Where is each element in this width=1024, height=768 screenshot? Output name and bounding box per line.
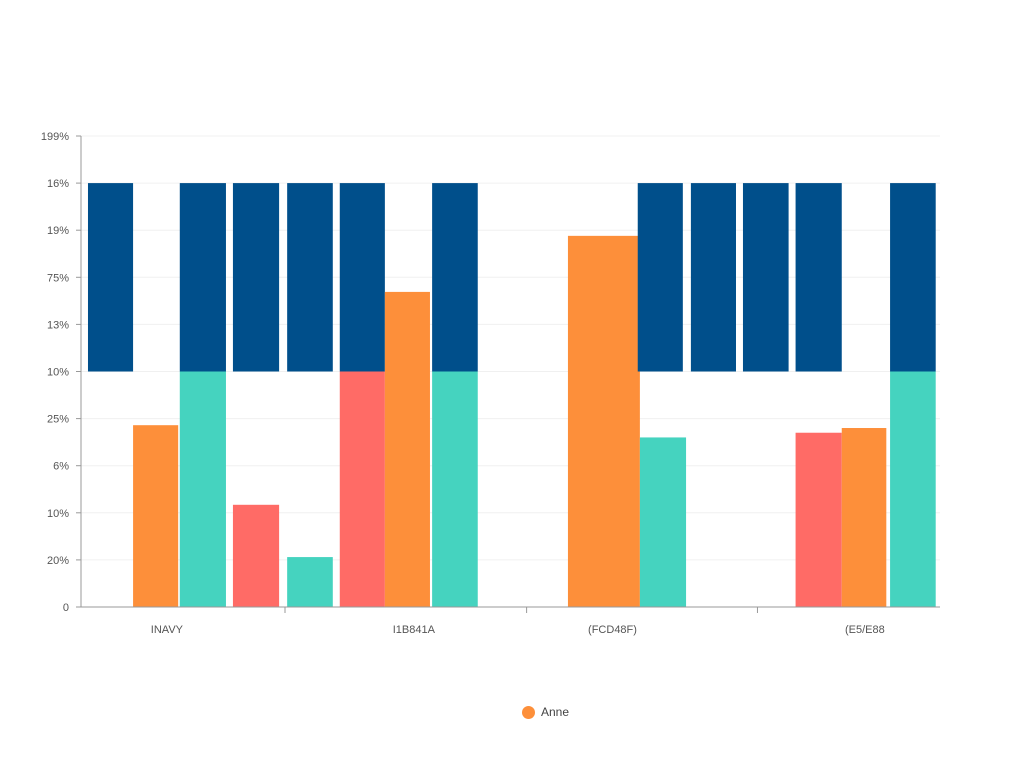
y-tick-label: 19%	[47, 225, 69, 237]
bar-navy	[690, 183, 736, 372]
bar-navy	[87, 183, 134, 372]
x-category-label: (FCD48F)	[588, 624, 637, 636]
bar-navy	[637, 183, 683, 372]
bar-teal	[890, 371, 936, 607]
y-tick-label: 6%	[53, 461, 69, 473]
legend-swatch-icon	[522, 705, 535, 719]
legend-label: Anne	[541, 705, 570, 719]
y-tick-label: 16%	[47, 178, 69, 190]
bar-orange	[384, 291, 430, 607]
y-tick-label: 75%	[47, 272, 69, 284]
y-tick-label: 10%	[47, 367, 69, 379]
bar-navy	[287, 183, 333, 372]
x-category-label: (E5/E88	[845, 624, 885, 636]
bar-navy	[795, 183, 842, 372]
bar-orange	[133, 425, 179, 607]
legend: Anne	[522, 705, 569, 719]
bar-teal	[432, 371, 478, 607]
x-category-label: I1B841A	[393, 624, 436, 636]
bar-red	[232, 504, 280, 607]
bar-orange	[841, 428, 887, 607]
bar-navy	[339, 183, 385, 372]
y-tick-label: 20%	[47, 555, 69, 567]
bar-teal	[287, 557, 333, 607]
y-tick-label: 25%	[47, 414, 69, 426]
bar-teal	[179, 371, 226, 607]
bar-navy	[179, 183, 226, 372]
bar-navy	[742, 183, 789, 372]
bar-orange	[567, 235, 640, 608]
y-tick-label: 13%	[47, 319, 69, 331]
bar-navy	[890, 183, 936, 372]
bar-red	[339, 371, 385, 607]
y-tick-label: 0	[63, 602, 69, 614]
y-tick-label: 10%	[47, 508, 69, 520]
bar-teal	[639, 437, 687, 607]
x-category-label: INAVY	[151, 624, 184, 636]
bar-navy	[432, 183, 478, 372]
bar-red	[795, 432, 842, 607]
bar-navy	[232, 183, 280, 372]
y-tick-label: 199%	[41, 131, 69, 143]
